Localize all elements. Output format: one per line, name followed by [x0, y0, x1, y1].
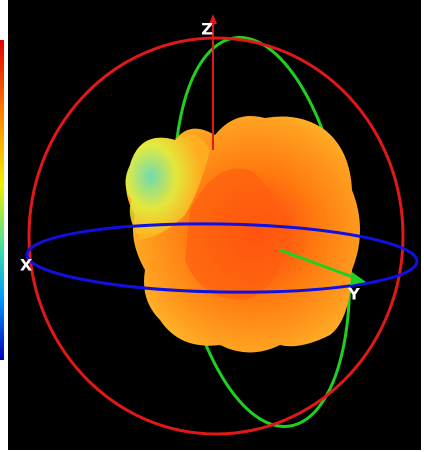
y-axis — [279, 248, 359, 281]
z-arrow — [209, 14, 217, 24]
z-label: Z — [201, 20, 213, 39]
x-y-ring — [25, 222, 419, 294]
y-label: Y — [347, 285, 360, 304]
radiation-front — [185, 168, 285, 300]
y-arrow — [350, 272, 366, 285]
radiation-lobe — [125, 134, 210, 240]
colorbar — [0, 40, 4, 360]
x-z-ring — [27, 36, 405, 436]
x-label: X — [20, 256, 33, 275]
